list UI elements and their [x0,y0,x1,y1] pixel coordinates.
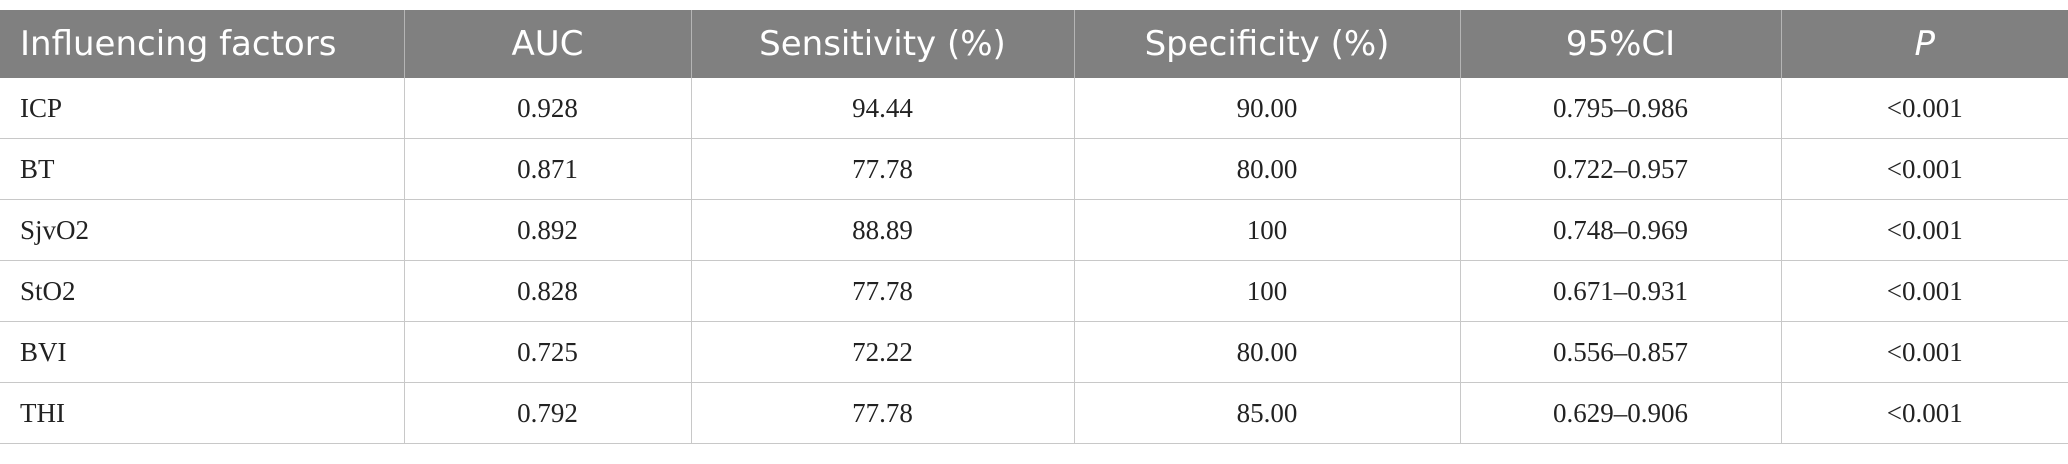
table-cell: 100 [1074,260,1461,322]
table-cell: BT [0,138,405,200]
table-cell: 94.44 [691,78,1075,139]
table-cell: 77.78 [691,138,1075,200]
table-cell: 0.629–0.906 [1460,382,1782,444]
table-cell: <0.001 [1781,260,2068,322]
table-cell: 0.792 [404,382,692,444]
table-cell: 0.828 [404,260,692,322]
table-header: Influencing factors AUC Sensitivity (%) Spe… [0,10,2068,78]
table-cell: 0.871 [404,138,692,200]
table-cell: 0.795–0.986 [1460,78,1782,139]
table-cell: 77.78 [691,382,1075,444]
table-cell: 80.00 [1074,138,1461,200]
table-cell: 0.928 [404,78,692,139]
table-row: BVI 0.725 72.22 80.00 0.556–0.857 <0.001 [0,321,2068,383]
column-header: 95%CI [1460,10,1782,78]
table-cell: 0.892 [404,199,692,261]
table-cell: 80.00 [1074,321,1461,383]
table-cell: 90.00 [1074,78,1461,139]
results-table: Influencing factors AUC Sensitivity (%) Spe… [0,10,2068,444]
table-cell: 0.556–0.857 [1460,321,1782,383]
table-cell: 100 [1074,199,1461,261]
table-cell: <0.001 [1781,382,2068,444]
table-cell: 0.722–0.957 [1460,138,1782,200]
column-header: Sensitivity (%) [691,10,1075,78]
header-row: Influencing factors AUC Sensitivity (%) Spe… [0,10,2068,78]
table-row: ICP 0.928 94.44 90.00 0.795–0.986 <0.001 [0,78,2068,139]
table-cell: StO2 [0,260,405,322]
table-row: StO2 0.828 77.78 100 0.671–0.931 <0.001 [0,260,2068,322]
table-cell: <0.001 [1781,78,2068,139]
table-cell: <0.001 [1781,199,2068,261]
column-header: Specificity (%) [1074,10,1461,78]
table-cell: 0.671–0.931 [1460,260,1782,322]
table-cell: 85.00 [1074,382,1461,444]
column-header: P [1781,10,2068,78]
table-cell: ICP [0,78,405,139]
table-cell: <0.001 [1781,321,2068,383]
table-row: BT 0.871 77.78 80.00 0.722–0.957 <0.001 [0,138,2068,200]
table-cell: SjvO2 [0,199,405,261]
table-body: ICP 0.928 94.44 90.00 0.795–0.986 <0.001 BT 0.8… [0,78,2068,444]
table-cell: 0.748–0.969 [1460,199,1782,261]
column-header: Influencing factors [0,10,405,78]
table-cell: 72.22 [691,321,1075,383]
table-cell: <0.001 [1781,138,2068,200]
column-header: AUC [404,10,692,78]
table-cell: BVI [0,321,405,383]
table-cell: 88.89 [691,199,1075,261]
table-cell: THI [0,382,405,444]
table-row: SjvO2 0.892 88.89 100 0.748–0.969 <0.001 [0,199,2068,261]
table-cell: 0.725 [404,321,692,383]
table-row: THI 0.792 77.78 85.00 0.629–0.906 <0.001 [0,382,2068,444]
table-cell: 77.78 [691,260,1075,322]
